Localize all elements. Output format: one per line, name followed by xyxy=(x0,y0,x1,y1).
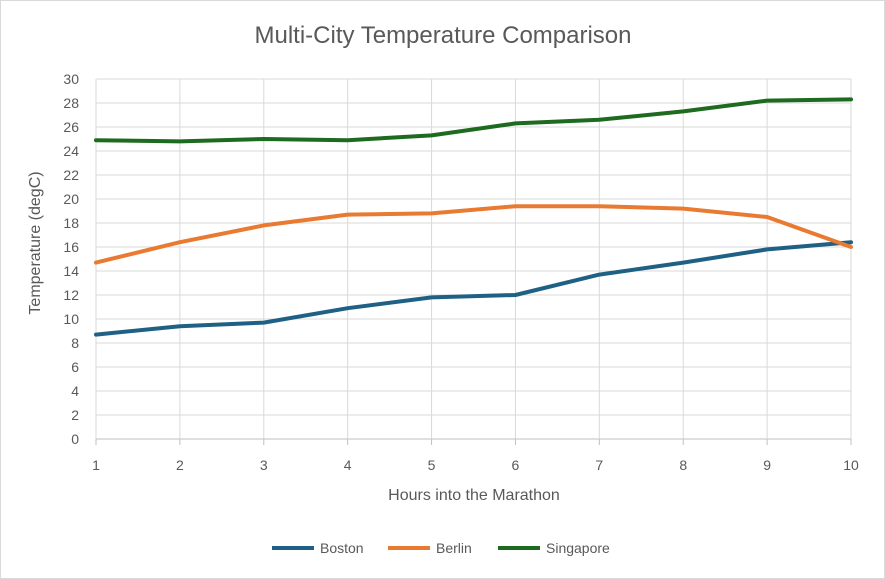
x-tick-label: 4 xyxy=(344,457,352,473)
legend-label-singapore: Singapore xyxy=(546,540,610,556)
y-tick-label: 14 xyxy=(63,263,79,279)
y-tick-label: 6 xyxy=(71,359,79,375)
y-tick-label: 0 xyxy=(71,431,79,447)
series-line-singapore xyxy=(94,97,853,144)
x-tick-label: 10 xyxy=(843,457,859,473)
x-tick-label: 6 xyxy=(512,457,520,473)
legend: Boston Berlin Singapore xyxy=(272,540,610,556)
x-axis-ticks: 1 2 3 4 5 6 7 8 9 10 xyxy=(92,457,859,473)
y-tick-label: 10 xyxy=(63,311,79,327)
y-tick-label: 26 xyxy=(63,119,79,135)
y-tick-label: 2 xyxy=(71,407,79,423)
series-lines xyxy=(94,97,853,337)
y-tick-label: 28 xyxy=(63,95,79,111)
x-tick-label: 7 xyxy=(595,457,603,473)
x-tick-label: 9 xyxy=(763,457,771,473)
x-tick-label: 5 xyxy=(428,457,436,473)
y-tick-label: 4 xyxy=(71,383,79,399)
x-axis-title: Hours into the Marathon xyxy=(388,487,560,504)
x-tick-label: 3 xyxy=(260,457,268,473)
y-tick-label: 12 xyxy=(63,287,79,303)
y-axis-title: Temperature (degC) xyxy=(27,171,44,314)
y-tick-label: 20 xyxy=(63,191,79,207)
x-tick-label: 1 xyxy=(92,457,100,473)
y-tick-label: 30 xyxy=(63,71,79,87)
legend-label-boston: Boston xyxy=(320,540,364,556)
series-line-boston xyxy=(94,240,853,337)
x-tick-label: 8 xyxy=(679,457,687,473)
y-tick-label: 22 xyxy=(63,167,79,183)
y-tick-label: 18 xyxy=(63,215,79,231)
gridlines xyxy=(95,78,852,445)
series-line-berlin xyxy=(94,204,853,265)
y-tick-label: 8 xyxy=(71,335,79,351)
y-tick-label: 24 xyxy=(63,143,79,159)
chart-title: Multi-City Temperature Comparison xyxy=(254,22,631,49)
legend-label-berlin: Berlin xyxy=(436,540,472,556)
x-tick-label: 2 xyxy=(176,457,184,473)
y-tick-label: 16 xyxy=(63,239,79,255)
